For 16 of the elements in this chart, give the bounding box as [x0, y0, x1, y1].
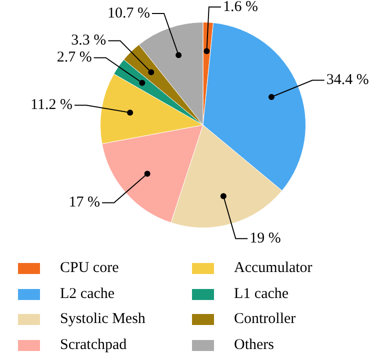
- legend-label: Systolic Mesh: [60, 311, 146, 328]
- data-label: 3.3 %: [71, 32, 106, 49]
- data-label: 11.2 %: [30, 97, 73, 114]
- legend-label: Others: [234, 336, 274, 354]
- legend-label: CPU core: [60, 260, 119, 278]
- legend-label: Scratchpad: [60, 336, 127, 354]
- legend-label: Controller: [234, 311, 296, 328]
- data-label: 19 %: [250, 230, 281, 246]
- data-label: 10.7 %: [107, 5, 150, 22]
- data-label: 1.6 %: [222, 0, 258, 15]
- legend-label: L2 cache: [60, 286, 115, 303]
- data-label: 34.4 %: [326, 72, 369, 88]
- legend-label: L1 cache: [234, 286, 289, 303]
- data-label: 2.7 %: [56, 50, 92, 66]
- data-label: 17 %: [68, 194, 100, 211]
- legend-label: Accumulator: [234, 260, 312, 278]
